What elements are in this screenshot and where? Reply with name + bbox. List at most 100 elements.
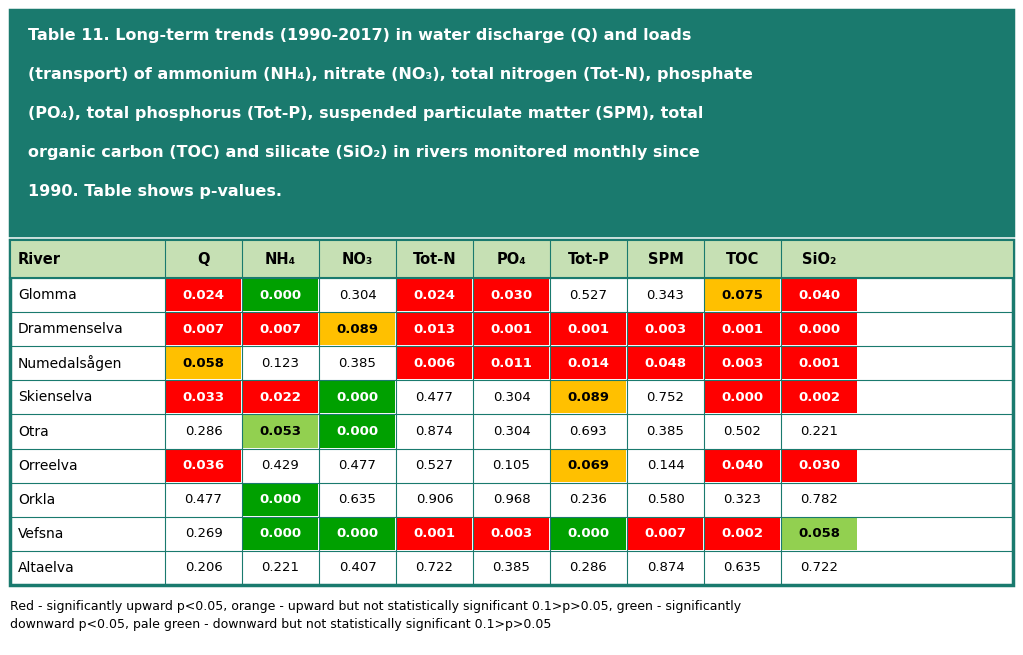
Text: 0.002: 0.002 <box>721 527 763 540</box>
Bar <box>166 347 241 379</box>
Text: 0.000: 0.000 <box>337 527 379 540</box>
Bar <box>397 347 472 379</box>
Text: 0.635: 0.635 <box>723 561 761 574</box>
Bar <box>320 518 395 550</box>
Bar <box>782 279 857 311</box>
Text: 0.003: 0.003 <box>490 527 533 540</box>
Text: Orreelva: Orreelva <box>18 458 78 473</box>
Bar <box>243 415 318 447</box>
Text: 0.874: 0.874 <box>647 561 684 574</box>
Text: 0.477: 0.477 <box>184 493 222 506</box>
Text: 0.580: 0.580 <box>647 493 684 506</box>
Text: 0.477: 0.477 <box>415 391 453 404</box>
Text: 0.013: 0.013 <box>413 323 455 335</box>
Text: 0.006: 0.006 <box>413 357 455 370</box>
Text: 0.286: 0.286 <box>184 425 222 438</box>
Bar <box>551 347 626 379</box>
Text: 0.058: 0.058 <box>799 527 841 540</box>
Text: 0.477: 0.477 <box>339 459 376 472</box>
Bar <box>628 313 703 345</box>
Text: Vefsna: Vefsna <box>18 527 64 541</box>
Text: 0.089: 0.089 <box>568 391 610 404</box>
Text: 0.527: 0.527 <box>570 289 608 301</box>
Text: downward p<0.05, pale green - downward but not statistically significant 0.1>p>0: downward p<0.05, pale green - downward b… <box>10 618 551 631</box>
Text: 0.075: 0.075 <box>721 289 763 301</box>
Bar <box>705 381 780 413</box>
Text: SPM: SPM <box>648 252 683 267</box>
Bar <box>782 381 857 413</box>
Text: 0.221: 0.221 <box>262 561 300 574</box>
Bar <box>320 415 395 447</box>
Bar <box>551 449 626 481</box>
Text: 0.024: 0.024 <box>182 289 224 301</box>
Text: 0.030: 0.030 <box>798 459 841 472</box>
Text: 0.000: 0.000 <box>721 391 763 404</box>
Text: (transport) of ammonium (NH₄), nitrate (NO₃), total nitrogen (Tot-N), phosphate: (transport) of ammonium (NH₄), nitrate (… <box>28 67 753 82</box>
Text: 0.286: 0.286 <box>570 561 608 574</box>
Text: River: River <box>18 252 61 267</box>
Text: 0.000: 0.000 <box>798 323 841 335</box>
Text: NH₄: NH₄ <box>265 252 296 267</box>
Text: 0.003: 0.003 <box>721 357 763 370</box>
Text: organic carbon (TOC) and silicate (SiO₂) in rivers monitored monthly since: organic carbon (TOC) and silicate (SiO₂)… <box>28 145 700 160</box>
Bar <box>243 518 318 550</box>
Text: 0.874: 0.874 <box>415 425 453 438</box>
Bar <box>10 240 1013 585</box>
Bar <box>782 313 857 345</box>
Text: 0.048: 0.048 <box>644 357 686 370</box>
Bar <box>474 279 549 311</box>
Bar <box>782 347 857 379</box>
Text: 0.385: 0.385 <box>339 357 376 370</box>
Text: 0.343: 0.343 <box>647 289 684 301</box>
Text: 0.069: 0.069 <box>568 459 610 472</box>
Text: (PO₄), total phosphorus (Tot-P), suspended particulate matter (SPM), total: (PO₄), total phosphorus (Tot-P), suspend… <box>28 106 704 121</box>
Text: 0.000: 0.000 <box>260 289 302 301</box>
Text: 0.002: 0.002 <box>799 391 841 404</box>
Text: 0.030: 0.030 <box>490 289 533 301</box>
Text: 0.001: 0.001 <box>568 323 610 335</box>
Bar <box>474 518 549 550</box>
Text: 0.221: 0.221 <box>801 425 839 438</box>
Text: 0.722: 0.722 <box>415 561 453 574</box>
Text: 0.007: 0.007 <box>644 527 686 540</box>
Bar <box>320 313 395 345</box>
Text: 0.040: 0.040 <box>721 459 763 472</box>
Text: 0.007: 0.007 <box>182 323 224 335</box>
Text: 0.053: 0.053 <box>260 425 302 438</box>
Bar <box>166 313 241 345</box>
Text: 0.206: 0.206 <box>184 561 222 574</box>
Text: 0.001: 0.001 <box>490 323 533 335</box>
Text: 0.304: 0.304 <box>493 391 530 404</box>
Bar <box>397 518 472 550</box>
Text: Tot-P: Tot-P <box>568 252 610 267</box>
Text: Altaelva: Altaelva <box>18 561 75 575</box>
Bar <box>166 449 241 481</box>
Bar <box>243 279 318 311</box>
Text: 0.000: 0.000 <box>337 425 379 438</box>
Text: Red - significantly upward p<0.05, orange - upward but not statistically signifi: Red - significantly upward p<0.05, orang… <box>10 600 741 613</box>
Text: 0.968: 0.968 <box>493 493 530 506</box>
Text: 0.000: 0.000 <box>260 527 302 540</box>
Text: 0.236: 0.236 <box>570 493 608 506</box>
Bar <box>705 449 780 481</box>
Text: 0.001: 0.001 <box>413 527 455 540</box>
Text: Drammenselva: Drammenselva <box>18 322 124 336</box>
Bar <box>782 449 857 481</box>
Text: 0.906: 0.906 <box>415 493 453 506</box>
Bar <box>10 10 1013 235</box>
Text: Table 11. Long-term trends (1990-2017) in water discharge (Q) and loads: Table 11. Long-term trends (1990-2017) i… <box>28 28 692 43</box>
Bar <box>243 381 318 413</box>
Text: 0.752: 0.752 <box>647 391 684 404</box>
Bar <box>474 347 549 379</box>
Text: 0.033: 0.033 <box>182 391 225 404</box>
Text: 0.000: 0.000 <box>568 527 610 540</box>
Text: 0.000: 0.000 <box>337 391 379 404</box>
Text: 0.001: 0.001 <box>799 357 841 370</box>
Text: 0.323: 0.323 <box>723 493 761 506</box>
Text: 0.385: 0.385 <box>647 425 684 438</box>
Text: 0.036: 0.036 <box>182 459 225 472</box>
Text: PO₄: PO₄ <box>496 252 527 267</box>
Text: 0.693: 0.693 <box>570 425 608 438</box>
Bar <box>166 381 241 413</box>
Text: Q: Q <box>197 252 210 267</box>
